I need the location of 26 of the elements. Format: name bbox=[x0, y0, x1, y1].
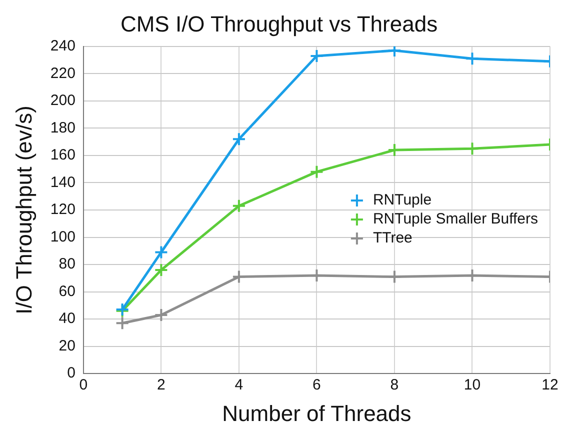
y-tick-label: 60 bbox=[58, 282, 76, 300]
x-tick-label: 0 bbox=[79, 376, 88, 394]
x-tick-label: 4 bbox=[234, 376, 244, 394]
y-tick-label: 120 bbox=[50, 201, 76, 218]
x-tick-label: 6 bbox=[312, 376, 321, 394]
y-tick-label: 240 bbox=[50, 38, 76, 55]
y-tick-label: 160 bbox=[50, 146, 76, 164]
legend-label: RNTuple Smaller Buffers bbox=[372, 210, 538, 228]
y-tick-label: 200 bbox=[50, 92, 76, 110]
x-tick-label: 10 bbox=[464, 376, 481, 394]
y-tick-label: 40 bbox=[58, 310, 76, 328]
x-axis-title: Number of Threads bbox=[222, 400, 412, 426]
y-tick-label: 220 bbox=[50, 64, 76, 82]
y-tick-label: 140 bbox=[50, 174, 76, 191]
x-tick-label: 2 bbox=[157, 376, 166, 394]
legend-label: TTree bbox=[372, 230, 412, 247]
y-tick-label: 180 bbox=[50, 119, 76, 136]
chart-title: CMS I/O Throughput vs Threads bbox=[120, 11, 438, 36]
y-tick-label: 100 bbox=[50, 228, 76, 246]
legend-label: RNTuple bbox=[372, 192, 432, 209]
x-tick-label: 8 bbox=[390, 376, 399, 394]
y-axis-title: I/O Throughput (ev/s) bbox=[11, 106, 36, 314]
y-tick-label: 80 bbox=[58, 256, 76, 273]
y-tick-label: 0 bbox=[67, 364, 76, 382]
y-tick-label: 20 bbox=[58, 337, 76, 354]
x-tick-label: 12 bbox=[542, 376, 558, 394]
